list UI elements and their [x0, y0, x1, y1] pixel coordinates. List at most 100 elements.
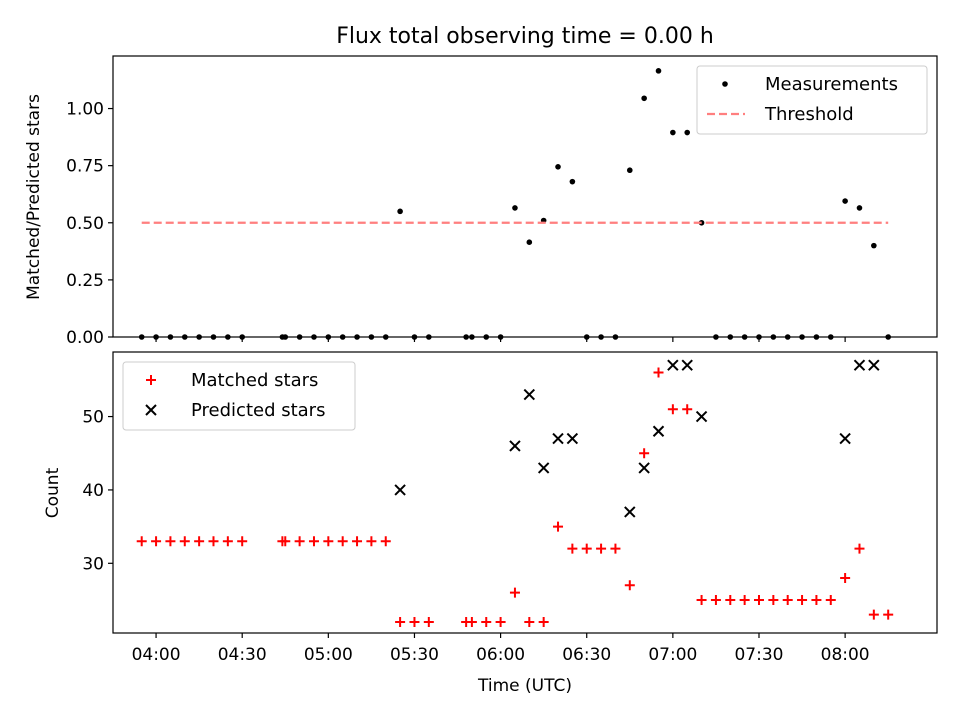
data-point: [853, 359, 866, 371]
legend-swatch: [145, 404, 157, 416]
data-point: [710, 594, 721, 605]
data-point: [538, 616, 549, 627]
data-point: [411, 334, 418, 340]
data-point: [153, 334, 159, 340]
x-tick-label: 05:30: [390, 645, 439, 665]
data-point: [382, 334, 389, 340]
data-point: [323, 536, 334, 547]
data-point: [196, 334, 202, 340]
legend-label: Predicted stars: [191, 400, 325, 421]
data-point: [239, 334, 245, 340]
y-tick-label: 0.75: [66, 157, 104, 177]
data-point: [770, 334, 777, 340]
data-point: [138, 334, 145, 340]
data-point: [569, 178, 576, 185]
top-y-axis-label: Matched/Predicted stars: [24, 94, 44, 300]
x-tick-label: 07:30: [734, 645, 783, 665]
x-axis-label: Time (UTC): [477, 676, 572, 696]
data-point: [294, 536, 305, 547]
data-point: [581, 543, 592, 554]
top-panel: Matched/Predicted stars: [24, 55, 938, 338]
data-point: [612, 334, 619, 340]
legend-label: Threshold: [764, 104, 854, 125]
data-point: [553, 521, 564, 532]
y-tick-label: 1.00: [66, 100, 104, 120]
data-point: [670, 129, 676, 136]
y-tick-label: 0.00: [66, 328, 104, 348]
data-point: [567, 543, 578, 554]
data-point: [395, 616, 406, 627]
data-point: [481, 616, 492, 627]
data-point: [667, 359, 679, 371]
bottom-panel: Count Time (UTC): [43, 351, 938, 696]
data-point: [784, 334, 791, 340]
data-point: [727, 334, 734, 340]
data-point: [509, 440, 521, 452]
data-point: [555, 164, 561, 170]
data-point: [397, 208, 403, 215]
data-point: [799, 334, 805, 340]
data-point: [741, 334, 748, 340]
data-point: [868, 609, 879, 620]
data-point: [409, 616, 420, 627]
data-point: [598, 334, 604, 340]
data-point: [696, 594, 707, 605]
legend-box: [122, 361, 356, 431]
data-point: [179, 536, 190, 547]
data-point: [842, 198, 848, 204]
data-point: [695, 410, 708, 423]
data-point: [136, 536, 147, 547]
data-point: [165, 536, 176, 547]
data-point: [354, 334, 360, 340]
chart-title: Flux total observing time = 0.00 h: [336, 24, 714, 49]
data-point: [366, 536, 377, 547]
data-point: [337, 536, 348, 547]
data-point: [469, 334, 475, 340]
data-point: [151, 536, 162, 547]
data-point: [827, 334, 834, 340]
data-point: [296, 334, 303, 340]
data-point: [652, 425, 665, 437]
data-point: [394, 484, 406, 496]
legend: Measurements Threshold: [696, 65, 928, 135]
data-point: [626, 167, 633, 174]
data-point: [713, 334, 719, 340]
data-point: [537, 462, 550, 474]
bottom-axes-frame: [112, 351, 938, 634]
data-point: [280, 536, 291, 547]
data-point: [426, 334, 432, 340]
data-point: [871, 242, 877, 249]
x-tick-label: 07:00: [648, 645, 697, 665]
data-point: [222, 536, 233, 547]
data-point: [552, 432, 564, 445]
data-point: [308, 536, 319, 547]
data-point: [641, 95, 647, 102]
data-point: [684, 129, 691, 136]
data-point: [210, 334, 217, 340]
data-point: [512, 205, 518, 211]
data-point: [868, 359, 880, 371]
data-point: [856, 205, 863, 211]
legend-label: Matched stars: [191, 370, 318, 391]
data-point: [610, 543, 621, 554]
data-point: [495, 616, 506, 627]
data-point: [237, 536, 248, 547]
data-point: [839, 432, 851, 445]
data-point: [497, 334, 504, 340]
legend: Matched stars Predicted stars: [122, 361, 356, 431]
data-point: [813, 334, 820, 340]
data-point: [208, 536, 219, 547]
data-point: [523, 388, 536, 401]
data-point: [753, 594, 764, 605]
data-point: [194, 536, 205, 547]
data-point: [311, 334, 317, 340]
data-point: [463, 334, 469, 340]
data-point: [854, 543, 865, 554]
data-point: [883, 609, 894, 620]
data-point: [526, 239, 533, 245]
data-point: [782, 594, 793, 605]
data-point: [352, 536, 363, 547]
data-point: [181, 334, 188, 340]
data-point: [655, 68, 662, 74]
